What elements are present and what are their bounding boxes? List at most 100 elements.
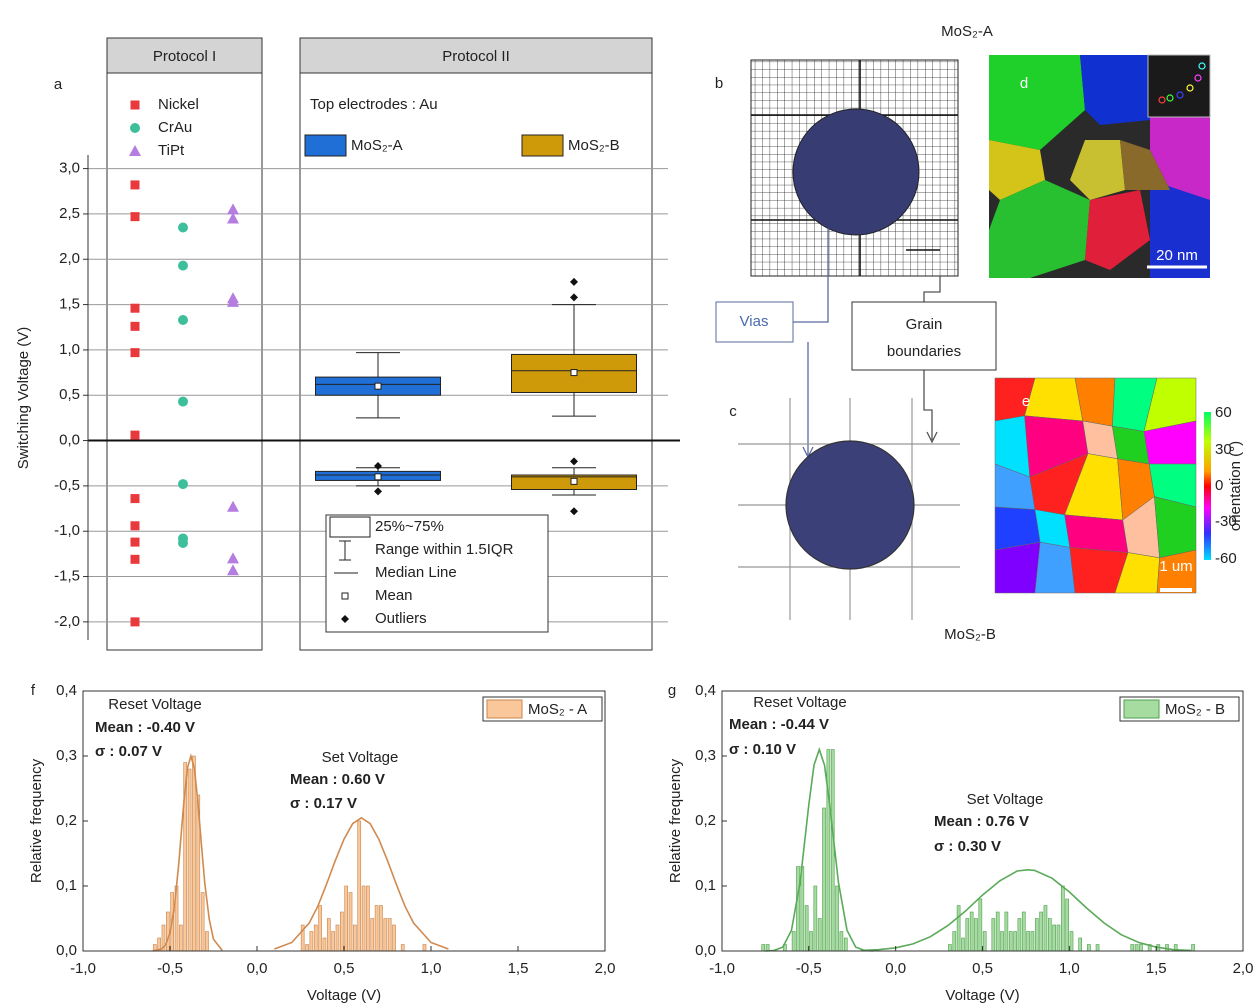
histogram-bar	[1096, 945, 1099, 952]
panel-label: a	[54, 76, 63, 93]
legend-icon	[330, 517, 370, 537]
y-tick-label: 0,4	[695, 682, 716, 699]
histogram-bar	[393, 925, 396, 951]
histogram-bar	[362, 886, 365, 951]
point	[227, 564, 239, 575]
grain	[1025, 378, 1083, 421]
histogram-bar	[1135, 945, 1138, 952]
y-axis-label: Switching Voltage (V)	[15, 327, 32, 470]
outlier	[374, 487, 382, 495]
outlier	[570, 278, 578, 286]
histogram-bar	[1014, 932, 1017, 952]
point	[131, 322, 140, 331]
histogram-bar	[1066, 899, 1069, 951]
legend-swatch	[487, 700, 522, 718]
histogram-bar	[966, 919, 969, 952]
page: Vias Grain boundaries 20 nm MoS₂-A MoS₂-…	[0, 0, 1259, 1005]
histogram-bar	[762, 945, 765, 952]
point	[131, 348, 140, 357]
histogram-bar	[792, 932, 795, 952]
x-tick-label: 1,5	[508, 960, 529, 977]
mean	[375, 383, 381, 389]
histogram-bar	[983, 932, 986, 952]
histogram-bar	[1005, 912, 1008, 951]
x-tick-label: 1,0	[421, 960, 442, 977]
point	[227, 552, 239, 563]
histogram-bar	[1079, 938, 1082, 951]
colorbar-tick: 0	[1215, 477, 1223, 494]
annotation: Set Voltage	[322, 749, 399, 766]
histogram-bar	[310, 932, 313, 952]
histogram-bar	[1070, 932, 1073, 952]
histogram-bar	[423, 945, 426, 952]
histogram-bar	[319, 906, 322, 952]
histogram-bar	[814, 886, 817, 951]
histogram-bar	[809, 932, 812, 952]
y-tick-label: 0,2	[695, 812, 716, 829]
legend-label: Mean	[375, 587, 413, 604]
histogram-bar	[1048, 919, 1051, 952]
y-tick-label: 0,5	[59, 386, 80, 403]
figure: Vias Grain boundaries 20 nm MoS₂-A MoS₂-…	[0, 0, 1259, 1005]
x-axis-label: Voltage (V)	[945, 987, 1019, 1004]
histogram-bar	[166, 912, 169, 951]
point	[178, 479, 188, 489]
histogram-bar	[388, 919, 391, 952]
histogram-bar	[188, 769, 191, 951]
histogram-bar	[349, 893, 352, 952]
grain	[1065, 515, 1128, 553]
histogram-bar	[961, 938, 964, 951]
annotation: σ : 0.07 V	[95, 743, 162, 760]
annotation: σ : 0.17 V	[290, 795, 357, 812]
grain	[995, 542, 1040, 593]
histogram-bar	[1031, 932, 1034, 952]
histogram-bar	[371, 919, 374, 952]
mean	[571, 478, 577, 484]
y-axis-label: Relative frequency	[667, 758, 684, 883]
grain	[1154, 497, 1196, 558]
legend-swatch	[522, 135, 563, 156]
y-tick-label: 0,1	[56, 877, 77, 894]
legend-label: Nickel	[158, 96, 199, 113]
annotation: σ : 0.10 V	[729, 741, 796, 758]
point	[131, 212, 140, 221]
point	[178, 315, 188, 325]
legend-label: Outliers	[375, 610, 427, 627]
histogram-bar	[827, 750, 830, 952]
x-tick-label: 0,5	[334, 960, 355, 977]
histogram-bar	[992, 919, 995, 952]
panel-label: d	[1020, 75, 1028, 92]
legend-label: MoS₂-B	[568, 137, 620, 154]
y-tick-label: 0,0	[59, 432, 80, 449]
histogram-bar	[314, 925, 317, 951]
y-tick-label: 0,3	[695, 747, 716, 764]
histogram-bar	[953, 932, 956, 952]
panel-label: e	[1022, 393, 1030, 410]
legend-label: CrAu	[158, 119, 192, 136]
histogram-bar	[1009, 932, 1012, 952]
histogram-bar	[201, 893, 204, 952]
outlier	[570, 457, 578, 465]
histogram-bar	[306, 945, 309, 952]
histogram-bar	[1057, 925, 1060, 951]
panel-c	[738, 398, 960, 620]
histogram-bar	[1061, 886, 1064, 951]
top-title: MoS₂-A	[941, 23, 993, 40]
histogram-bar	[823, 808, 826, 951]
grain	[1035, 542, 1075, 593]
annotation: Mean : 0.60 V	[290, 771, 385, 788]
histogram-bar	[957, 906, 960, 952]
point	[131, 617, 140, 626]
legend-label: 25%~75%	[375, 518, 444, 535]
outlier	[570, 507, 578, 515]
colorbar-tick: -60	[1215, 550, 1237, 567]
x-axis-label: Voltage (V)	[307, 987, 381, 1004]
via-circle	[793, 109, 919, 235]
histogram-bar	[796, 867, 799, 952]
grain	[1080, 55, 1150, 125]
diffraction-inset	[1148, 55, 1210, 117]
point	[131, 431, 140, 440]
histogram-bar	[1139, 945, 1142, 952]
point	[178, 538, 188, 548]
x-tick-label: 0,0	[247, 960, 268, 977]
